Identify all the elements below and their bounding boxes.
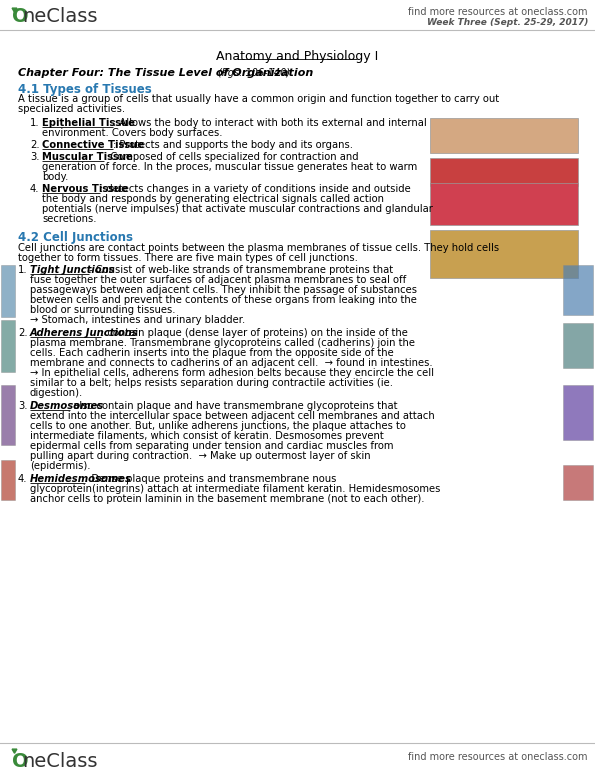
Text: plasma membrane. Transmembrane glycoproteins called (cadherins) join the: plasma membrane. Transmembrane glycoprot… <box>30 338 415 348</box>
Text: cells to one another. But, unlike adherens junctions, the plaque attaches to: cells to one another. But, unlike adhere… <box>30 421 406 431</box>
Text: : detects changes in a variety of conditions inside and outside: : detects changes in a variety of condit… <box>100 184 411 194</box>
Text: specialized activities.: specialized activities. <box>18 104 125 114</box>
Text: : contain plaque (dense layer of proteins) on the inside of the: : contain plaque (dense layer of protein… <box>101 328 408 338</box>
Text: Epithelial Tissue: Epithelial Tissue <box>42 118 135 128</box>
Text: potentials (nerve impulses) that activate muscular contractions and glandular: potentials (nerve impulses) that activat… <box>42 204 433 214</box>
Text: passageways between adjacent cells. They inhibit the passage of substances: passageways between adjacent cells. They… <box>30 285 417 295</box>
Text: Muscular Tissue: Muscular Tissue <box>42 152 133 162</box>
Text: 4.1 Types of Tissues: 4.1 Types of Tissues <box>18 83 152 96</box>
Bar <box>563 323 593 368</box>
Text: also contain plaque and have transmembrane glycoproteins that: also contain plaque and have transmembra… <box>70 401 397 411</box>
Bar <box>430 230 578 278</box>
Text: similar to a belt; helps resists separation during contractile activities (ie.: similar to a belt; helps resists separat… <box>30 378 393 388</box>
Text: 3.: 3. <box>30 152 39 162</box>
Bar <box>1 320 15 372</box>
Bar <box>1 385 15 445</box>
Text: cells. Each cadherin inserts into the plaque from the opposite side of the: cells. Each cadherin inserts into the pl… <box>30 348 394 358</box>
Text: Week Three (Sept. 25-29, 2017): Week Three (Sept. 25-29, 2017) <box>427 18 588 27</box>
Text: the body and responds by generating electrical signals called action: the body and responds by generating elec… <box>42 194 384 204</box>
Text: membrane and connects to cadherins of an adjacent cell.  → found in intestines.: membrane and connects to cadherins of an… <box>30 358 433 368</box>
Text: epidermal cells from separating under tension and cardiac muscles from: epidermal cells from separating under te… <box>30 441 393 451</box>
Text: Tight Junctions: Tight Junctions <box>30 265 115 275</box>
Text: generation of force. In the proces, muscular tissue generates heat to warm: generation of force. In the proces, musc… <box>42 162 417 172</box>
Bar <box>430 183 578 225</box>
Text: body.: body. <box>42 172 68 182</box>
Text: - Consist of web-like strands of transmembrane proteins that: - Consist of web-like strands of transme… <box>89 265 393 275</box>
Text: : Dense plaque proteins and transmembrane nous: : Dense plaque proteins and transmembran… <box>85 474 337 484</box>
Text: digestion).: digestion). <box>30 388 83 398</box>
Text: find more resources at oneclass.com: find more resources at oneclass.com <box>409 7 588 17</box>
Text: pulling apart during contraction.  → Make up outermost layer of skin: pulling apart during contraction. → Make… <box>30 451 371 461</box>
Text: Cell junctions are contact points between the plasma membranes of tissue cells. : Cell junctions are contact points betwee… <box>18 243 499 253</box>
Text: A tissue is a group of cells that usually have a common origin and function toge: A tissue is a group of cells that usuall… <box>18 94 499 104</box>
Text: Anatomy and Physiology I: Anatomy and Physiology I <box>216 50 378 63</box>
Text: (epidermis).: (epidermis). <box>30 461 90 471</box>
Text: : Protects and supports the body and its organs.: : Protects and supports the body and its… <box>112 140 353 150</box>
Text: Nervous Tissue: Nervous Tissue <box>42 184 128 194</box>
Text: anchor cells to protein laminin in the basement membrane (not to each other).: anchor cells to protein laminin in the b… <box>30 494 424 504</box>
Text: (Pgs. 106-140): (Pgs. 106-140) <box>215 68 290 78</box>
Text: O: O <box>12 752 29 770</box>
Text: 4.2 Cell Junctions: 4.2 Cell Junctions <box>18 231 133 244</box>
Text: 1.: 1. <box>18 265 27 275</box>
Text: Chapter Four: The Tissue Level of Organization: Chapter Four: The Tissue Level of Organi… <box>18 68 313 78</box>
Text: 1.: 1. <box>30 118 40 128</box>
Bar <box>1 265 15 317</box>
Text: neClass: neClass <box>22 752 98 770</box>
Text: extend into the intercellular space between adjacent cell membranes and attach: extend into the intercellular space betw… <box>30 411 435 421</box>
Bar <box>1 460 15 500</box>
Text: 2.: 2. <box>18 328 27 338</box>
Bar <box>563 385 593 440</box>
Text: Desmosomes: Desmosomes <box>30 401 104 411</box>
Text: → In epithelial cells, adherens form adhesion belts because they encircle the ce: → In epithelial cells, adherens form adh… <box>30 368 434 378</box>
Text: 4.: 4. <box>30 184 39 194</box>
Text: 2.: 2. <box>30 140 40 150</box>
Text: 4.: 4. <box>18 474 27 484</box>
Text: → Stomach, intestines and urinary bladder.: → Stomach, intestines and urinary bladde… <box>30 315 245 325</box>
Text: neClass: neClass <box>22 7 98 26</box>
Text: : Composed of cells specialized for contraction and: : Composed of cells specialized for cont… <box>104 152 359 162</box>
Bar <box>563 465 593 500</box>
Text: : Allows the body to interact with both its external and internal: : Allows the body to interact with both … <box>112 118 426 128</box>
Bar <box>430 118 578 153</box>
Text: together to form tissues. There are five main types of cell junctions.: together to form tissues. There are five… <box>18 253 358 263</box>
Text: O: O <box>12 7 29 26</box>
Text: secretions.: secretions. <box>42 214 96 224</box>
Text: Hemidesmosomes: Hemidesmosomes <box>30 474 132 484</box>
Bar <box>430 158 578 186</box>
Text: 3.: 3. <box>18 401 27 411</box>
Text: Adherens Junctions: Adherens Junctions <box>30 328 139 338</box>
Text: fuse together the outer surfaces of adjacent plasma membranes to seal off: fuse together the outer surfaces of adja… <box>30 275 406 285</box>
Text: between cells and prevent the contents of these organs from leaking into the: between cells and prevent the contents o… <box>30 295 417 305</box>
Bar <box>563 265 593 315</box>
Text: intermediate filaments, which consist of keratin. Desmosomes prevent: intermediate filaments, which consist of… <box>30 431 384 441</box>
Text: find more resources at oneclass.com: find more resources at oneclass.com <box>409 752 588 762</box>
Text: Connective Tissue: Connective Tissue <box>42 140 144 150</box>
Text: blood or surrounding tissues.: blood or surrounding tissues. <box>30 305 176 315</box>
Text: environment. Covers body surfaces.: environment. Covers body surfaces. <box>42 128 223 138</box>
Text: glycoprotein(integrins) attach at intermediate filament keratin. Hemidesmosomes: glycoprotein(integrins) attach at interm… <box>30 484 440 494</box>
